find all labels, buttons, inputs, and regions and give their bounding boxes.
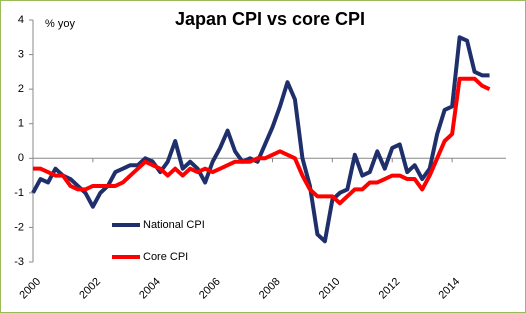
- y-tick-label: -3: [14, 256, 24, 268]
- y-tick-label: -1: [14, 187, 24, 199]
- legend-label: National CPI: [143, 219, 205, 231]
- chart-title: Japan CPI vs core CPI: [175, 9, 365, 29]
- series-line: [31, 35, 490, 244]
- y-axis-label: % yoy: [45, 18, 75, 30]
- y-tick-label: 2: [18, 83, 24, 95]
- y-tick-label: 0: [18, 152, 24, 164]
- y-tick-label: 3: [18, 48, 24, 60]
- legend-label: Core CPI: [143, 251, 188, 263]
- series-line: [33, 76, 491, 206]
- y-tick-label: 4: [18, 14, 24, 26]
- y-tick-label: 1: [18, 118, 24, 130]
- y-tick-label: -2: [14, 221, 24, 233]
